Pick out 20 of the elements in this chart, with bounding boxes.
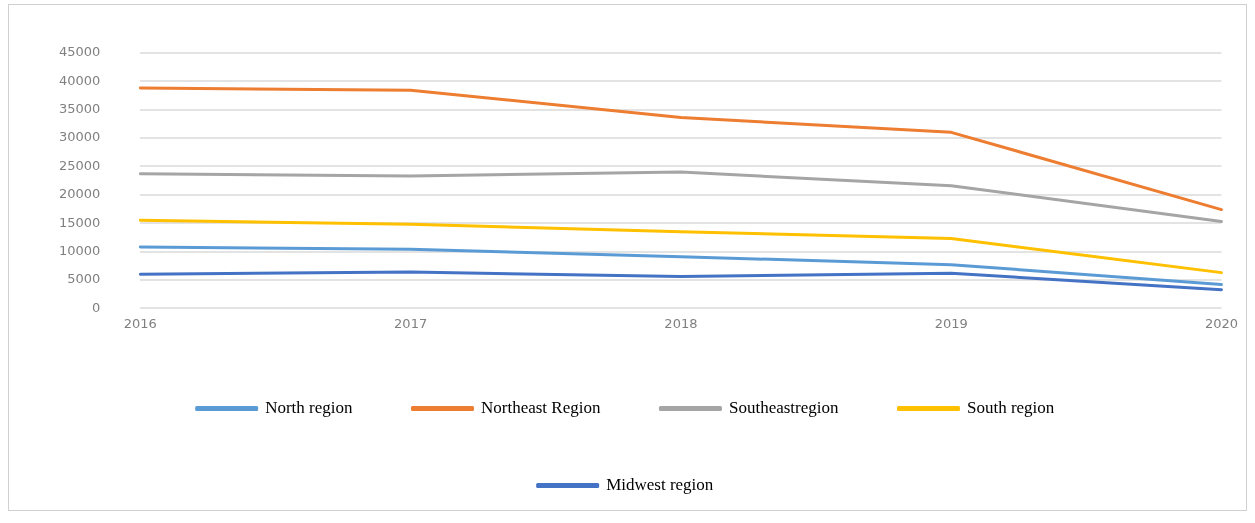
x-tick-label: 2020 [1204, 315, 1238, 331]
y-tick-label: 25000 [59, 157, 101, 173]
y-tick-label: 15000 [59, 214, 101, 230]
y-tick-label: 5000 [67, 271, 101, 287]
legend-label: South region [966, 397, 1055, 417]
x-tick-label: 2017 [394, 315, 428, 331]
x-tick-label: 2019 [934, 315, 968, 331]
y-tick-label: 20000 [59, 186, 101, 202]
y-tick-label: 0 [92, 299, 101, 315]
x-tick-label: 2018 [664, 315, 698, 331]
legend-label: North region [265, 397, 353, 417]
y-tick-label: 10000 [59, 242, 101, 258]
y-tick-label: 35000 [59, 100, 101, 116]
y-tick-label: 40000 [59, 72, 101, 88]
y-tick-label: 45000 [59, 44, 101, 60]
legend-label: Midwest region [606, 474, 714, 494]
y-tick-label: 30000 [59, 129, 101, 145]
x-tick-label: 2016 [123, 315, 157, 331]
legend-label: Northeast Region [481, 397, 601, 417]
legend-label: Southeastregion [728, 397, 839, 417]
